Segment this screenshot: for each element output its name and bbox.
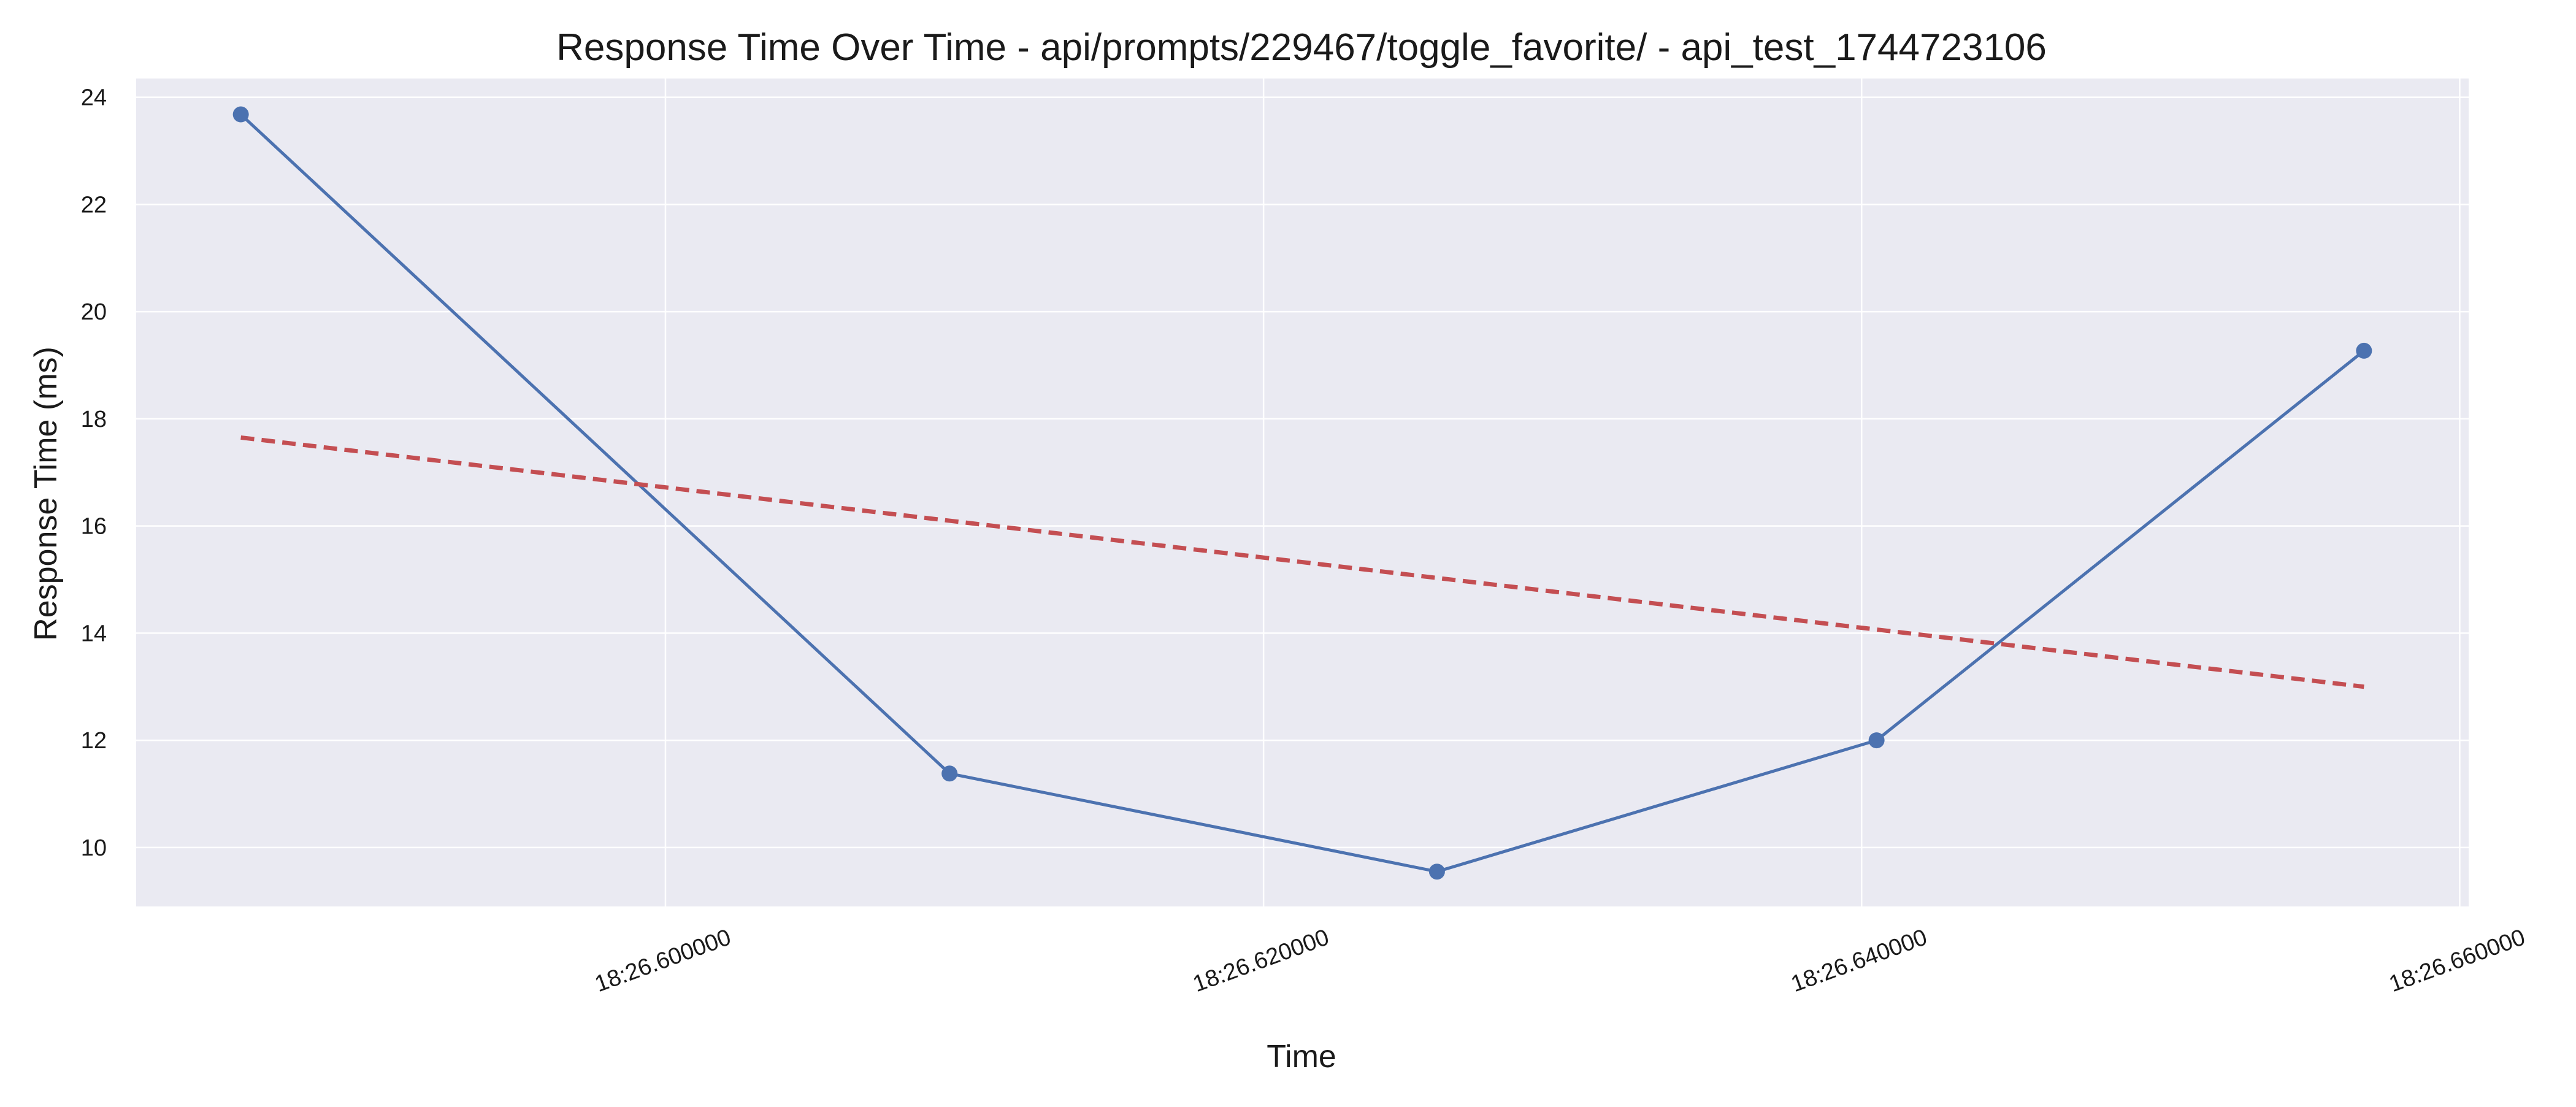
y-tick-label: 24 xyxy=(81,85,107,111)
grid xyxy=(136,79,2469,906)
y-tick-label: 18 xyxy=(81,407,107,432)
y-tick-label: 12 xyxy=(81,728,107,754)
series-layer xyxy=(232,106,2372,880)
x-tick-label: 18:26.600000 xyxy=(591,924,734,997)
plot-area xyxy=(136,79,2469,906)
x-tick-label: 18:26.640000 xyxy=(1788,924,1931,997)
x-tick-label: 18:26.660000 xyxy=(2386,924,2529,997)
data-point xyxy=(1428,864,1445,880)
y-tick-label: 10 xyxy=(81,835,107,861)
data-point xyxy=(232,106,249,123)
trend-line xyxy=(240,435,2364,689)
chart-title: Response Time Over Time - api/prompts/22… xyxy=(556,26,2047,69)
data-point xyxy=(941,765,958,782)
x-axis-label: Time xyxy=(1267,1039,1336,1074)
y-tick-label: 22 xyxy=(81,192,107,218)
x-tick-label: 18:26.620000 xyxy=(1190,924,1333,997)
y-tick-label: 16 xyxy=(81,514,107,540)
y-axis-label: Response Time (ms) xyxy=(28,347,64,641)
data-point xyxy=(2356,342,2372,359)
y-tick-label: 20 xyxy=(81,299,107,325)
data-point xyxy=(1868,732,1885,749)
y-tick-label: 14 xyxy=(81,621,107,646)
